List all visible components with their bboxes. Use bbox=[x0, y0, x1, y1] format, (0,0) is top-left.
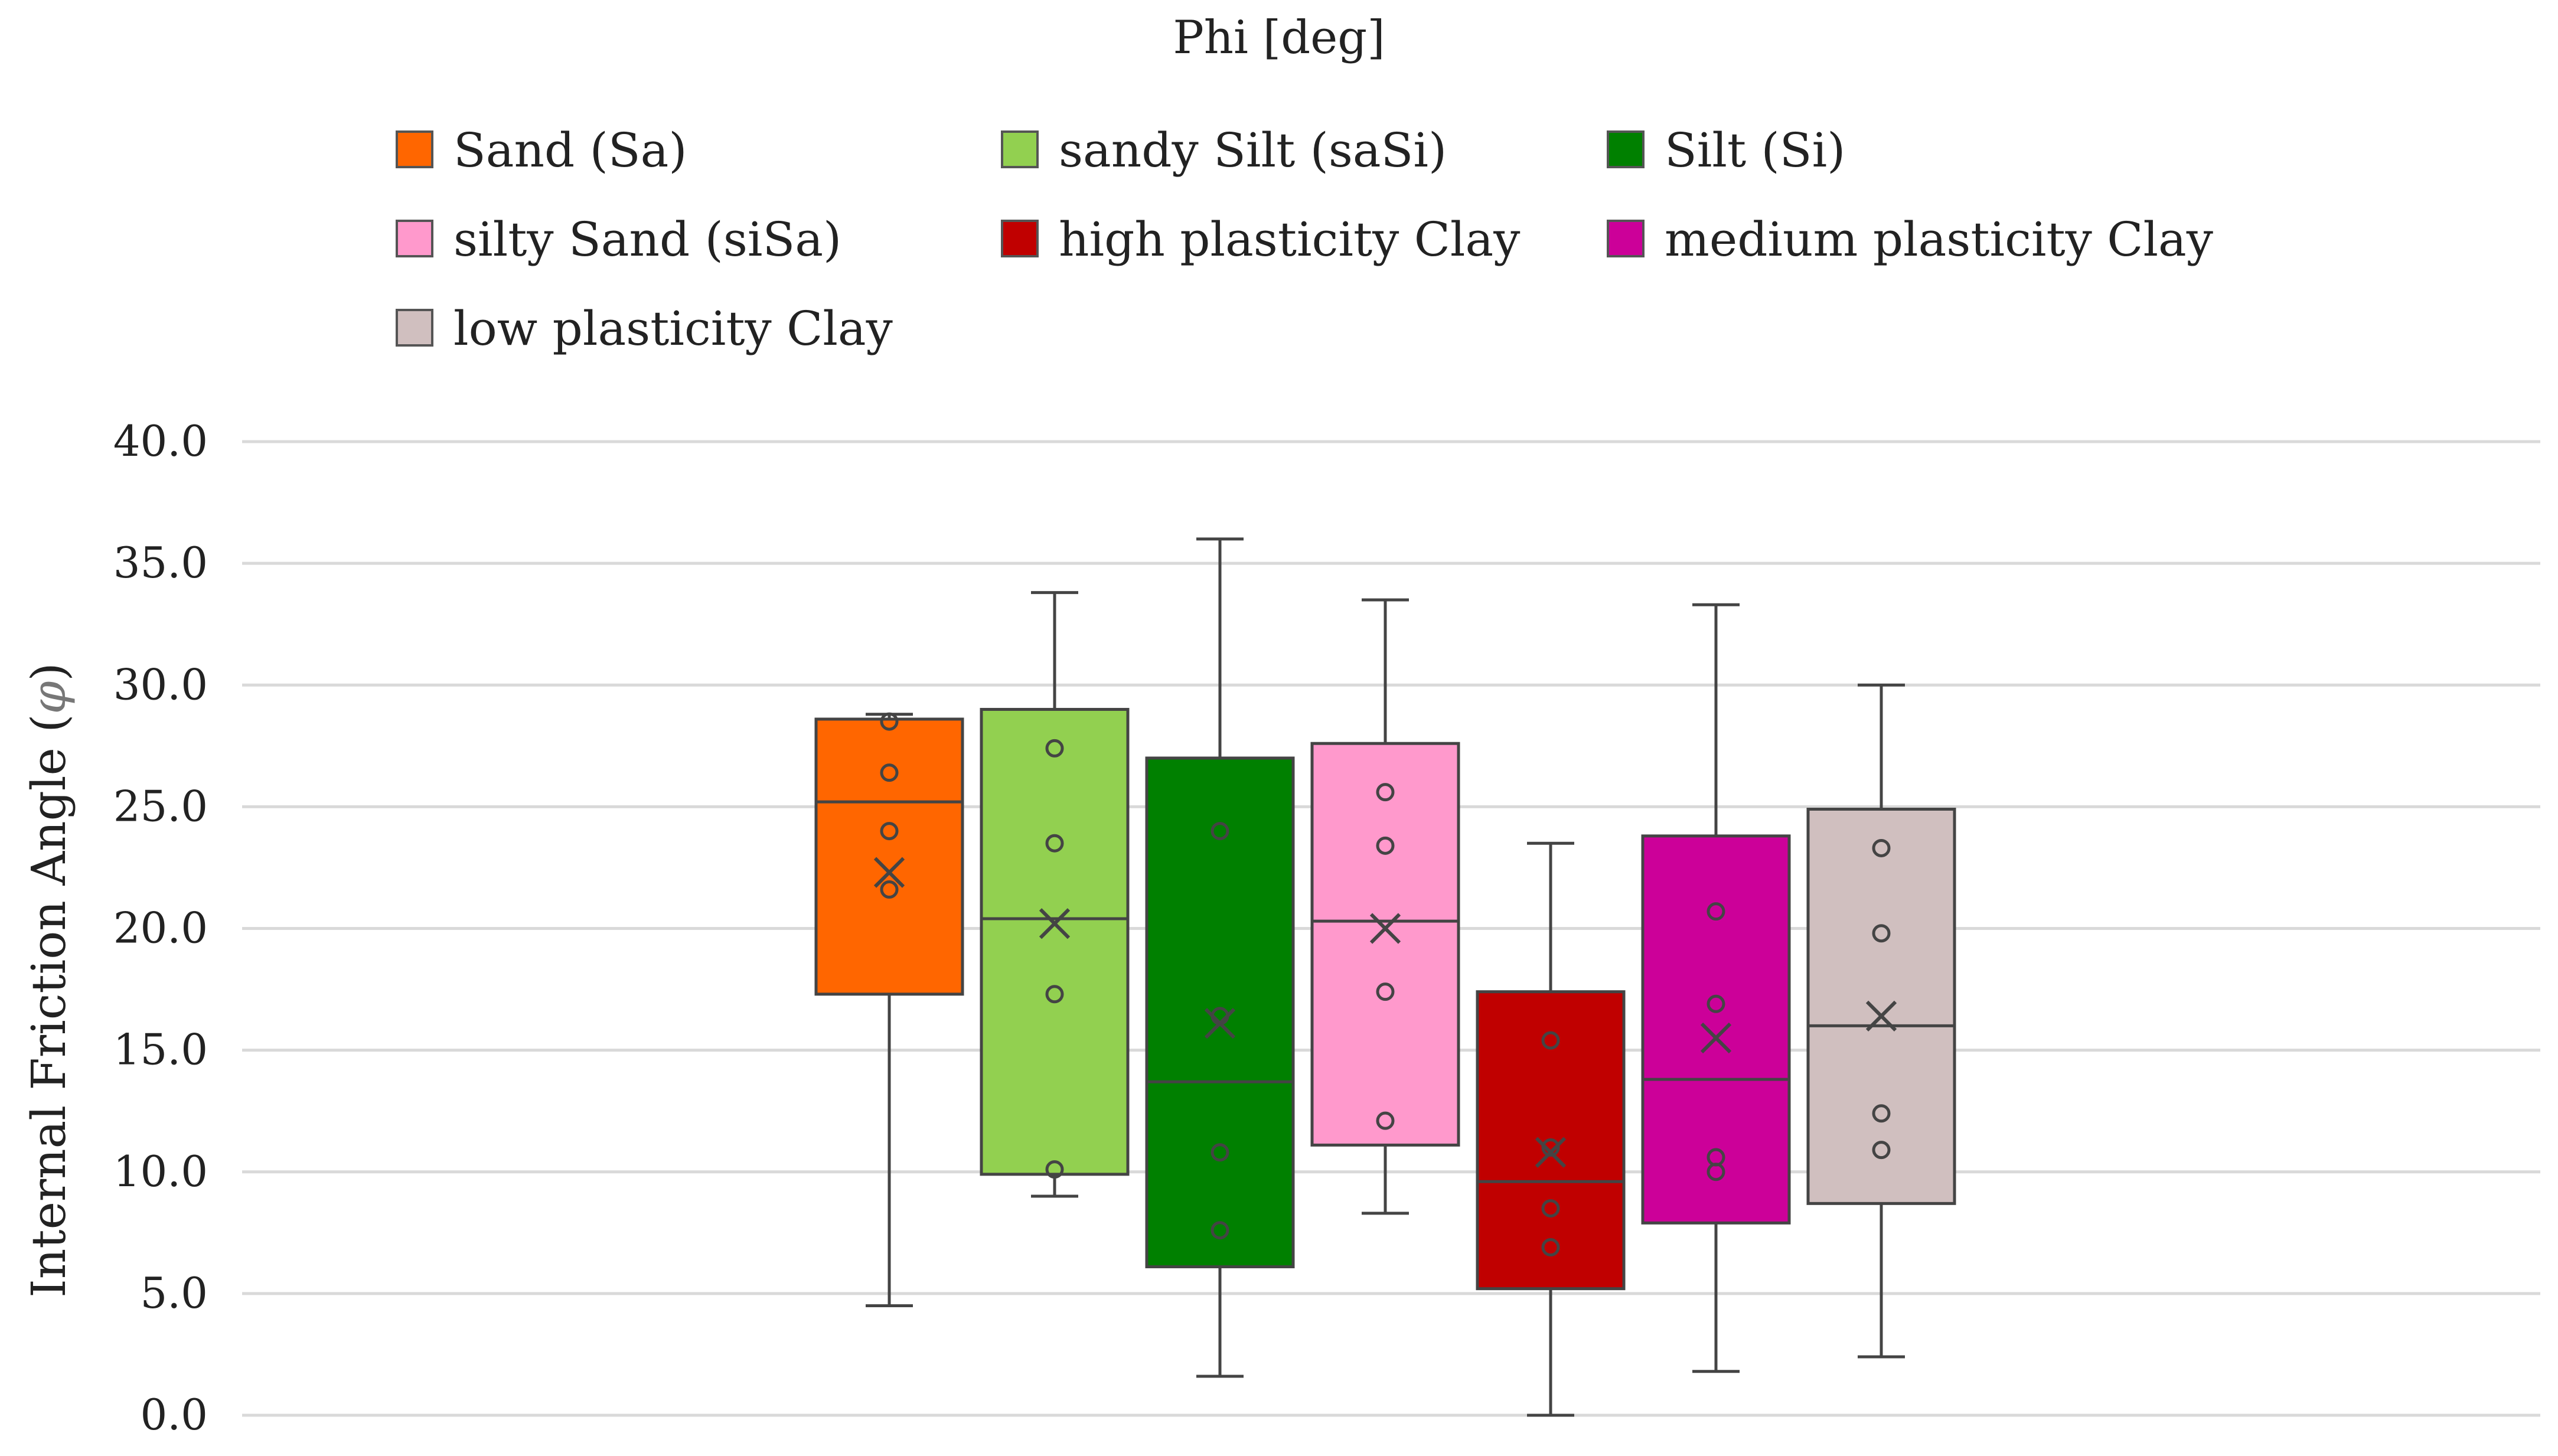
legend-item: silty Sand (siSa) bbox=[396, 212, 841, 267]
legend-swatch bbox=[396, 220, 433, 257]
chart-title: Phi [deg] bbox=[1173, 11, 1385, 64]
data-point bbox=[880, 763, 899, 782]
legend-label: high plasticity Clay bbox=[1059, 212, 1520, 267]
data-point bbox=[1376, 982, 1395, 1001]
y-tick-label: 25.0 bbox=[113, 781, 208, 831]
y-tick-label: 0.0 bbox=[140, 1390, 208, 1439]
box-group bbox=[1145, 537, 1295, 1378]
data-point bbox=[1541, 1199, 1560, 1218]
legend-swatch bbox=[1607, 130, 1645, 168]
data-point bbox=[1045, 834, 1064, 853]
box-iqr bbox=[814, 717, 964, 996]
legend-item: medium plasticity Clay bbox=[1607, 212, 2213, 267]
box-iqr bbox=[1806, 807, 1956, 1205]
y-tick-label: 20.0 bbox=[113, 903, 208, 953]
box-plots bbox=[814, 537, 1956, 1417]
mean-marker bbox=[1204, 1008, 1236, 1039]
y-tick-label: 35.0 bbox=[113, 538, 208, 587]
legend-label: Sand (Sa) bbox=[453, 123, 687, 178]
box-iqr bbox=[1145, 756, 1295, 1269]
data-point bbox=[1045, 985, 1064, 1004]
legend-swatch bbox=[396, 309, 433, 347]
legend-label: Silt (Si) bbox=[1665, 123, 1845, 178]
y-tick-label: 40.0 bbox=[113, 416, 208, 466]
legend-swatch bbox=[1001, 130, 1039, 168]
mean-marker bbox=[1700, 1022, 1732, 1054]
legend-item: Sand (Sa) bbox=[396, 123, 687, 178]
y-axis-label-close: ) bbox=[21, 662, 76, 681]
legend-label: sandy Silt (saSi) bbox=[1059, 123, 1447, 178]
box-iqr bbox=[1641, 834, 1791, 1225]
y-tick-label: 5.0 bbox=[140, 1268, 208, 1318]
box-group bbox=[1806, 683, 1956, 1359]
y-tick-label: 10.0 bbox=[113, 1147, 208, 1196]
data-point bbox=[1872, 1141, 1891, 1160]
box-group bbox=[1476, 841, 1626, 1417]
data-point bbox=[1211, 822, 1229, 841]
mean-marker bbox=[1039, 908, 1071, 939]
data-point bbox=[1045, 1160, 1064, 1179]
box-group bbox=[814, 712, 964, 1307]
mean-marker bbox=[873, 857, 905, 888]
box-group bbox=[980, 591, 1130, 1198]
data-point bbox=[1541, 1031, 1560, 1050]
y-axis-label-text: Internal Friction Angle ( bbox=[21, 714, 76, 1298]
box-iqr bbox=[1310, 742, 1460, 1147]
legend: Sand (Sa) sandy Silt (saSi) Silt (Si) silty… bbox=[396, 123, 2213, 356]
legend-label: medium plasticity Clay bbox=[1665, 212, 2213, 267]
legend-swatch bbox=[1001, 220, 1039, 257]
mean-marker bbox=[1865, 1000, 1897, 1032]
y-tick-label: 30.0 bbox=[113, 660, 208, 709]
data-point bbox=[1541, 1138, 1560, 1157]
data-point bbox=[1707, 1163, 1725, 1181]
data-point bbox=[1376, 836, 1395, 855]
legend-label: low plasticity Clay bbox=[453, 301, 893, 356]
legend-swatch bbox=[396, 130, 433, 168]
data-point bbox=[880, 822, 899, 841]
data-point bbox=[1376, 783, 1395, 802]
box-iqr bbox=[980, 707, 1130, 1176]
data-point bbox=[1872, 1104, 1891, 1123]
data-point bbox=[1211, 1143, 1229, 1162]
legend-item: sandy Silt (saSi) bbox=[1001, 123, 1447, 178]
legend-item: low plasticity Clay bbox=[396, 301, 893, 356]
data-point bbox=[1872, 924, 1891, 943]
data-point bbox=[880, 712, 899, 731]
box-group bbox=[1310, 598, 1460, 1215]
data-point bbox=[1376, 1111, 1395, 1130]
data-point bbox=[1541, 1238, 1560, 1257]
y-axis-label-symbol: φ bbox=[21, 681, 76, 714]
legend-item: high plasticity Clay bbox=[1001, 212, 1520, 267]
legend-label: silty Sand (siSa) bbox=[453, 212, 841, 267]
data-point bbox=[1707, 902, 1725, 921]
y-axis-label: Internal Friction Angle (φ) bbox=[21, 662, 76, 1297]
box-group bbox=[1641, 603, 1791, 1373]
data-point bbox=[1045, 739, 1064, 758]
y-axis-ticks: 0.0 5.0 10.0 15.0 20.0 25.0 30.0 35.0 40.0 bbox=[113, 416, 208, 1439]
mean-marker bbox=[1369, 913, 1401, 944]
data-point bbox=[1872, 838, 1891, 857]
mean-marker bbox=[1535, 1137, 1567, 1168]
legend-swatch bbox=[1607, 220, 1645, 257]
data-point bbox=[1211, 1221, 1229, 1240]
data-point bbox=[880, 880, 899, 899]
legend-item: Silt (Si) bbox=[1607, 123, 1845, 178]
data-point bbox=[1707, 994, 1725, 1013]
y-tick-label: 15.0 bbox=[113, 1025, 208, 1075]
